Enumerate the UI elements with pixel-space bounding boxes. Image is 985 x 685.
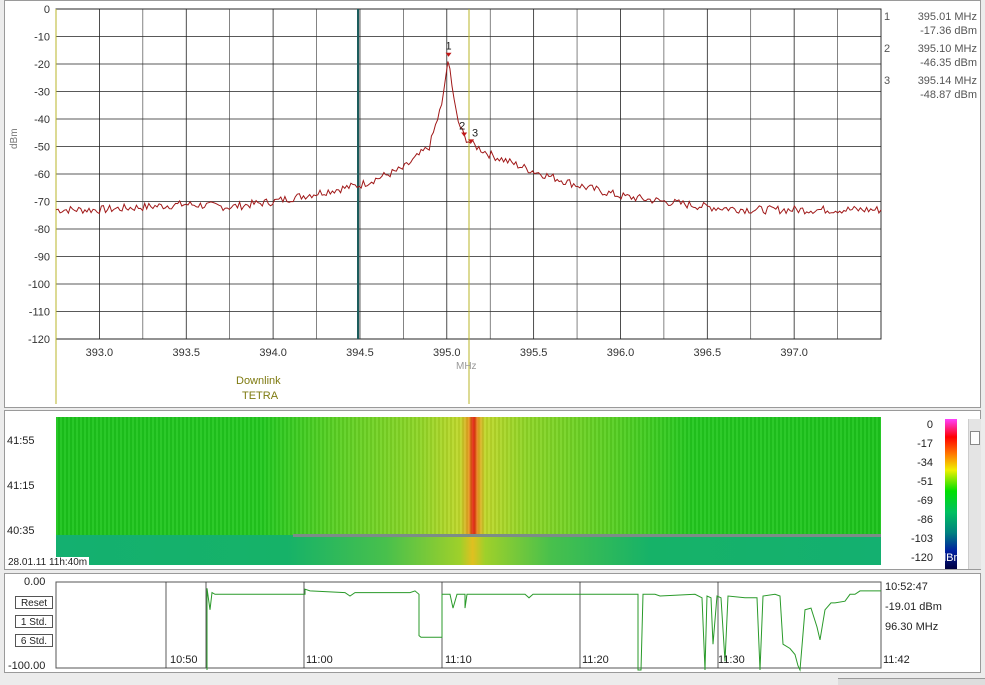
color-scale-label: -17 [917, 438, 933, 450]
marker-3-id: 3 [884, 75, 891, 87]
x-tick-label: 395.5 [520, 347, 548, 359]
waterfall-time-2: 41:15 [7, 480, 35, 492]
y-tick-label: -50 [34, 142, 50, 154]
readout-level: -19.01 dBm [885, 601, 942, 613]
x-tick-label: 393.0 [86, 347, 114, 359]
timeline-y-bottom: -100.00 [8, 660, 46, 672]
x-axis-unit: MHz [456, 361, 477, 372]
y-tick-label: -90 [34, 252, 50, 264]
x-tick-label: 394.5 [346, 347, 374, 359]
marker-2-id: 2 [884, 43, 891, 55]
timeline-y-top: 0.00 [24, 576, 46, 588]
spectrum-chart[interactable]: 0 -10 -20 -30 -40 -50 -60 -70 -80 -90 -100 -110 -120… [5, 1, 982, 409]
spectrum-panel: 0 -10 -20 -30 -40 -50 -60 -70 -80 -90 -100 -110 -120… [4, 0, 981, 408]
marker-3-level: -48.87 dBm [920, 89, 977, 101]
marker-3-symbol [468, 139, 475, 144]
x-tick-label: 395.0 [433, 347, 461, 359]
color-scale-bar [945, 419, 957, 569]
y-tick-label: -30 [34, 87, 50, 99]
marker-1-label: 1 [445, 41, 451, 53]
six-std-button[interactable]: 6 Std. [15, 634, 53, 647]
marker-2-label: 2 [459, 120, 465, 132]
marker-3-label: 3 [472, 127, 478, 139]
color-scale-label: 0 [926, 419, 933, 431]
marker-1-symbol [445, 52, 452, 57]
timeline-tick-label: 11:10 [445, 654, 472, 666]
band-label-downlink: Downlink [236, 375, 281, 387]
timeline-chart[interactable] [5, 574, 982, 674]
one-std-button[interactable]: 1 Std. [15, 615, 53, 628]
marker-2-symbol [461, 132, 468, 137]
timeline-tick-label: 11:20 [582, 654, 609, 666]
color-scale-label: -120 [910, 552, 933, 564]
y-tick-label: -70 [34, 197, 50, 209]
status-strip [838, 678, 985, 685]
color-scale-label: -51 [917, 476, 933, 488]
y-tick-label: -40 [34, 114, 50, 126]
y-tick-label: -100 [28, 279, 50, 291]
waterfall-time-3: 40:35 [7, 525, 35, 537]
waterfall-display[interactable] [56, 417, 881, 565]
x-tick-label: 393.5 [172, 347, 200, 359]
marker-2-freq: 395.10 MHz [917, 43, 977, 55]
timeline-tick-label: 11:42 [883, 654, 910, 666]
marker-1-freq: 395.01 MHz [917, 11, 977, 23]
timeline-tick-label: 10:50 [170, 654, 198, 666]
color-scale-label: -34 [917, 457, 933, 469]
y-tick-label: -110 [29, 307, 50, 319]
marker-3-freq: 395.14 MHz [917, 75, 977, 87]
waterfall-time-1: 41:55 [7, 435, 35, 447]
y-tick-label: -60 [34, 169, 50, 181]
readout-freq: 96.30 MHz [885, 621, 939, 633]
timeline-tick-label: 11:30 [718, 654, 745, 666]
readout-time: 10:52:47 [885, 581, 928, 593]
color-scale-label: -69 [917, 495, 933, 507]
waterfall-date-label: 28.01.11 11h:40m [6, 557, 90, 568]
waterfall-panel: 41:55 41:15 40:35 28.01.11 11h:40m 0 -17 -… [4, 410, 981, 570]
marker-1-level: -17.36 dBm [920, 25, 977, 37]
band-label-tetra: TETRA [242, 390, 279, 402]
color-scale-unit: dBm [940, 552, 963, 564]
y-tick-label: 0 [44, 4, 50, 16]
x-tick-label: 396.5 [694, 347, 722, 359]
x-tick-label: 396.0 [607, 347, 635, 359]
timeline-tick-label: 11:00 [306, 654, 333, 666]
slider-thumb[interactable] [970, 431, 980, 445]
timeline-trace [206, 588, 881, 672]
marker-2-level: -46.35 dBm [920, 57, 977, 69]
color-scale-label: -86 [917, 514, 933, 526]
spectrum-trace [55, 61, 882, 215]
timeline-panel: 0.00 -100.00 Reset 1 Std. 6 Std. 10:52:4… [4, 573, 981, 673]
x-tick-label: 394.0 [259, 347, 287, 359]
waterfall-bottom-band [56, 535, 881, 565]
color-scale-slider[interactable] [968, 419, 981, 569]
y-tick-label: -20 [34, 59, 50, 71]
reset-button[interactable]: Reset [15, 596, 53, 609]
y-axis-label: dBm [9, 128, 20, 149]
color-scale-label: -103 [910, 533, 933, 545]
y-tick-label: -120 [28, 334, 50, 346]
waterfall-gap-line [293, 534, 881, 537]
y-tick-label: -10 [34, 32, 50, 44]
marker-1-id: 1 [884, 11, 891, 23]
x-tick-label: 397.0 [780, 347, 808, 359]
y-tick-label: -80 [34, 224, 50, 236]
